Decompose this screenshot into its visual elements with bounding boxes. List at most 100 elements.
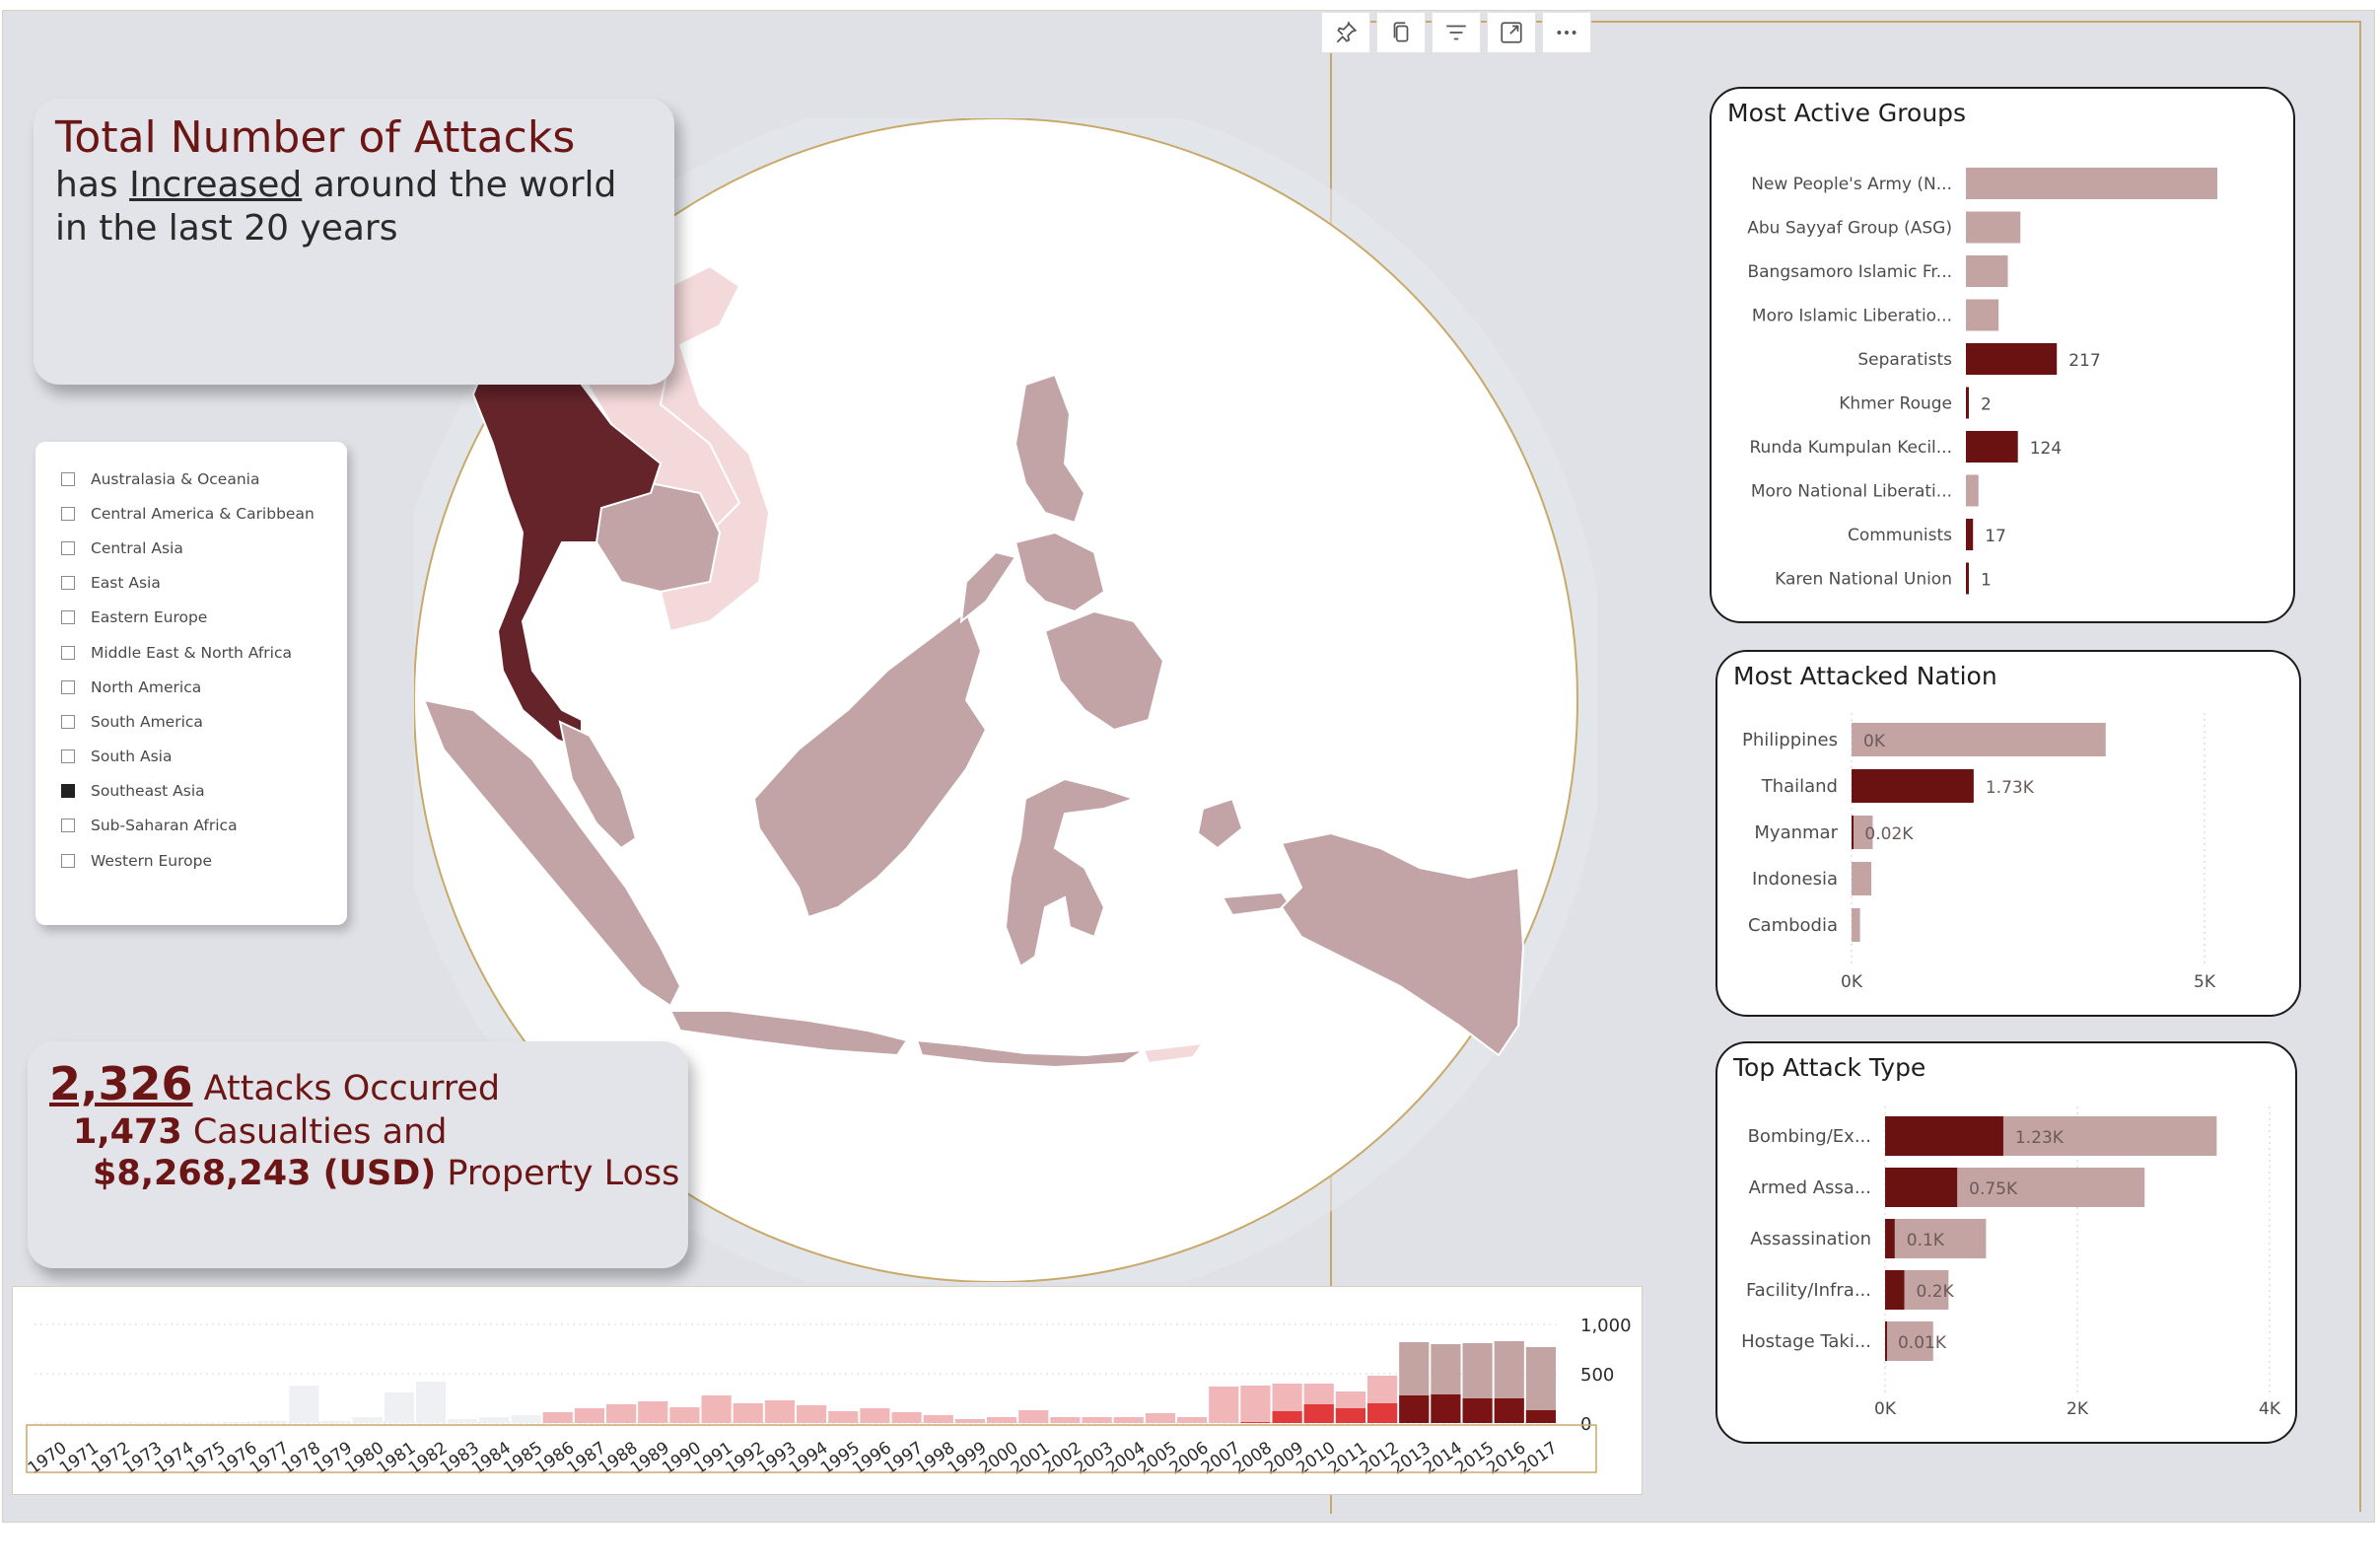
filter-button[interactable] xyxy=(1432,12,1481,53)
region-option[interactable]: Sub-Saharan Africa xyxy=(61,809,315,843)
year-total-bar[interactable] xyxy=(352,1417,383,1423)
group-bar[interactable] xyxy=(1966,168,2217,199)
total-bar[interactable] xyxy=(1852,862,1872,895)
year-total-bar[interactable] xyxy=(923,1415,953,1423)
region-option[interactable]: Western Europe xyxy=(61,843,315,878)
highlight-bar[interactable] xyxy=(1885,1321,1887,1361)
year-total-bar[interactable] xyxy=(479,1417,510,1423)
region-option[interactable]: Southeast Asia xyxy=(61,774,315,809)
year-highlight-bar[interactable] xyxy=(1462,1398,1493,1423)
year-highlight-bar[interactable] xyxy=(1272,1411,1302,1423)
map-island-maluku[interactable] xyxy=(1196,797,1244,850)
year-highlight-bar[interactable] xyxy=(1335,1408,1365,1423)
year-total-bar[interactable] xyxy=(954,1419,985,1423)
total-bar[interactable] xyxy=(1852,816,1873,849)
group-bar[interactable] xyxy=(1966,562,1969,595)
region-option[interactable]: Eastern Europe xyxy=(61,601,315,635)
southeast-asia-map[interactable] xyxy=(385,89,1607,1312)
total-bar[interactable] xyxy=(1852,723,2106,756)
region-checkbox[interactable] xyxy=(61,471,75,486)
year-total-bar[interactable] xyxy=(1113,1417,1144,1423)
focus-mode-button[interactable] xyxy=(1487,12,1536,53)
year-total-bar[interactable] xyxy=(669,1407,700,1423)
highlight-bar[interactable] xyxy=(1885,1219,1895,1258)
most-attacked-nation-chart[interactable]: 0K 5K Philippines 0K Thailand 1.73K Myanmar 0.0… xyxy=(1717,652,2299,1015)
most-active-groups-panel[interactable]: Most Active Groups New People's Army (N.… xyxy=(1710,87,2295,623)
region-checkbox[interactable] xyxy=(61,679,75,694)
region-checkbox[interactable] xyxy=(61,749,75,764)
year-total-bar[interactable] xyxy=(99,1422,129,1424)
map-country-cambodia[interactable] xyxy=(595,481,722,594)
year-total-bar[interactable] xyxy=(638,1401,668,1423)
region-checkbox[interactable] xyxy=(61,540,75,555)
year-total-bar[interactable] xyxy=(1082,1417,1112,1423)
yearly-attacks-chart[interactable]: 1,00050001970197119721973197419751976197… xyxy=(13,1287,1642,1494)
highlight-bar[interactable] xyxy=(1852,769,1974,803)
most-active-groups-chart[interactable]: New People's Army (N... Abu Sayyaf Group … xyxy=(1712,89,2293,621)
most-attacked-nation-panel[interactable]: Most Attacked Nation 0K 5K Philippines 0K Th… xyxy=(1715,650,2301,1017)
year-total-bar[interactable] xyxy=(511,1415,541,1423)
region-option[interactable]: South America xyxy=(61,704,315,739)
region-option[interactable]: East Asia xyxy=(61,566,315,601)
region-option[interactable]: Australasia & Oceania xyxy=(61,462,315,496)
group-bar[interactable] xyxy=(1966,211,2021,244)
map-island-sumatra[interactable] xyxy=(422,698,682,1008)
region-checkbox[interactable] xyxy=(61,714,75,729)
year-total-bar[interactable] xyxy=(257,1421,288,1423)
year-total-bar[interactable] xyxy=(1209,1387,1239,1423)
map-island-luzon[interactable] xyxy=(1014,373,1086,525)
region-checkbox[interactable] xyxy=(61,853,75,868)
year-total-bar[interactable] xyxy=(35,1422,66,1424)
pin-button[interactable] xyxy=(1321,12,1370,53)
map-island-new-guinea[interactable] xyxy=(1280,831,1525,1057)
year-total-bar[interactable] xyxy=(289,1386,319,1423)
highlight-bar[interactable] xyxy=(1885,1116,2003,1156)
copy-visual-button[interactable] xyxy=(1376,12,1426,53)
total-bar[interactable] xyxy=(1885,1219,1987,1258)
group-bar[interactable] xyxy=(1966,519,1974,550)
map-country-timor-leste[interactable] xyxy=(1142,1041,1206,1065)
group-bar[interactable] xyxy=(1966,255,2008,287)
year-total-bar[interactable] xyxy=(891,1412,922,1423)
year-total-bar[interactable] xyxy=(448,1419,478,1423)
map-island-palawan[interactable] xyxy=(959,550,1017,624)
year-total-bar[interactable] xyxy=(987,1417,1017,1423)
map-island-visayas[interactable] xyxy=(1014,531,1106,613)
year-total-bar[interactable] xyxy=(574,1408,604,1423)
region-option[interactable]: Central Asia xyxy=(61,531,315,565)
region-checkbox[interactable] xyxy=(61,645,75,660)
year-total-bar[interactable] xyxy=(797,1405,827,1423)
year-total-bar[interactable] xyxy=(1145,1413,1175,1423)
year-highlight-bar[interactable] xyxy=(1303,1404,1334,1423)
year-highlight-bar[interactable] xyxy=(1431,1394,1461,1423)
year-total-bar[interactable] xyxy=(860,1408,890,1423)
group-bar[interactable] xyxy=(1966,431,2018,463)
map-island-lesser-sunda[interactable] xyxy=(915,1038,1145,1069)
year-highlight-bar[interactable] xyxy=(1240,1422,1271,1423)
region-checkbox[interactable] xyxy=(61,784,75,799)
map-island-java[interactable] xyxy=(668,1010,909,1057)
map-country-malaysia-peninsula[interactable] xyxy=(558,720,638,850)
region-option[interactable]: Middle East & North Africa xyxy=(61,635,315,670)
map-island-mindanao[interactable] xyxy=(1043,609,1165,732)
year-total-bar[interactable] xyxy=(162,1422,192,1424)
region-checkbox[interactable] xyxy=(61,819,75,833)
year-total-bar[interactable] xyxy=(701,1395,732,1423)
map-country-vietnam[interactable] xyxy=(649,264,771,633)
year-total-bar[interactable] xyxy=(542,1412,573,1423)
region-checkbox[interactable] xyxy=(61,506,75,521)
year-total-bar[interactable] xyxy=(226,1422,256,1423)
group-bar[interactable] xyxy=(1966,474,1979,507)
year-highlight-bar[interactable] xyxy=(1525,1410,1556,1423)
total-bar[interactable] xyxy=(1885,1321,1933,1361)
group-bar[interactable] xyxy=(1966,343,2058,375)
region-checkbox[interactable] xyxy=(61,610,75,625)
year-highlight-bar[interactable] xyxy=(1399,1395,1430,1423)
year-total-bar[interactable] xyxy=(733,1403,763,1423)
map-island-borneo[interactable] xyxy=(752,609,988,919)
year-total-bar[interactable] xyxy=(1018,1410,1049,1423)
highlight-bar[interactable] xyxy=(1885,1168,1958,1207)
year-total-bar[interactable] xyxy=(384,1392,414,1423)
group-bar[interactable] xyxy=(1966,299,1999,331)
year-total-bar[interactable] xyxy=(130,1422,161,1424)
